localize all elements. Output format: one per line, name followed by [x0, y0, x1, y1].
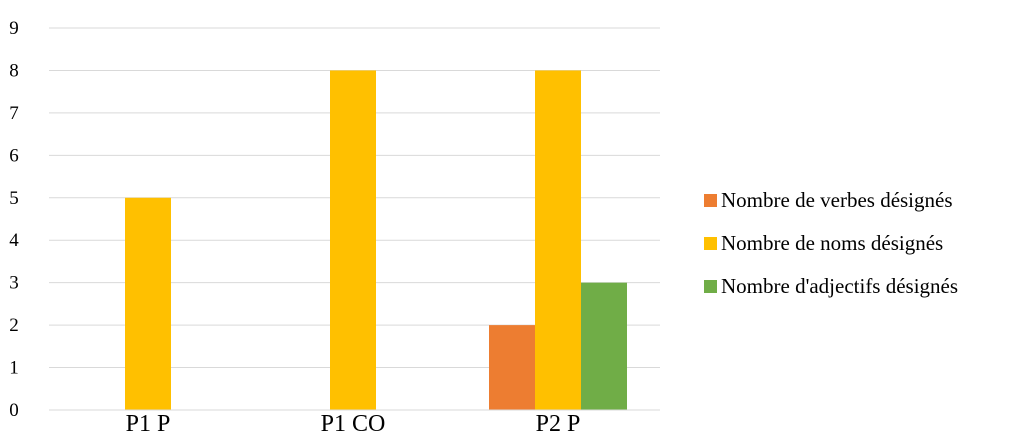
y-axis-tick-labels: 0 1 2 3 4 5 6 7 8 9 [9, 18, 19, 421]
y-tick-label: 1 [9, 358, 19, 379]
bar [489, 325, 535, 410]
y-tick-label: 3 [9, 273, 19, 294]
legend: Nombre de verbes désignés Nombre de noms … [704, 188, 958, 298]
legend-label: Nombre de noms désignés [721, 231, 943, 255]
bars [125, 70, 627, 410]
bar [581, 282, 627, 410]
y-tick-label: 4 [9, 230, 19, 251]
legend-item: Nombre de noms désignés [704, 231, 943, 255]
y-tick-label: 6 [9, 145, 19, 166]
x-tick-label: P2 P [536, 411, 581, 432]
bar [125, 197, 171, 410]
y-tick-label: 8 [9, 60, 19, 81]
x-tick-label: P1 CO [321, 411, 386, 432]
y-tick-label: 9 [9, 18, 19, 39]
bar [535, 70, 581, 410]
legend-label: Nombre de verbes désignés [721, 188, 953, 212]
legend-swatch [704, 194, 717, 207]
legend-label: Nombre d'adjectifs désignés [721, 274, 958, 298]
legend-item: Nombre d'adjectifs désignés [704, 274, 958, 298]
y-tick-label: 7 [9, 103, 19, 124]
x-axis-tick-labels: P1 P P1 CO P2 P [126, 411, 581, 437]
bar [330, 70, 376, 410]
y-tick-label: 0 [9, 400, 19, 421]
legend-swatch [704, 237, 717, 250]
y-tick-label: 2 [9, 315, 19, 336]
x-tick-label: P1 P [126, 411, 171, 432]
legend-item: Nombre de verbes désignés [704, 188, 953, 212]
y-tick-label: 5 [9, 188, 19, 209]
legend-swatch [704, 280, 717, 293]
